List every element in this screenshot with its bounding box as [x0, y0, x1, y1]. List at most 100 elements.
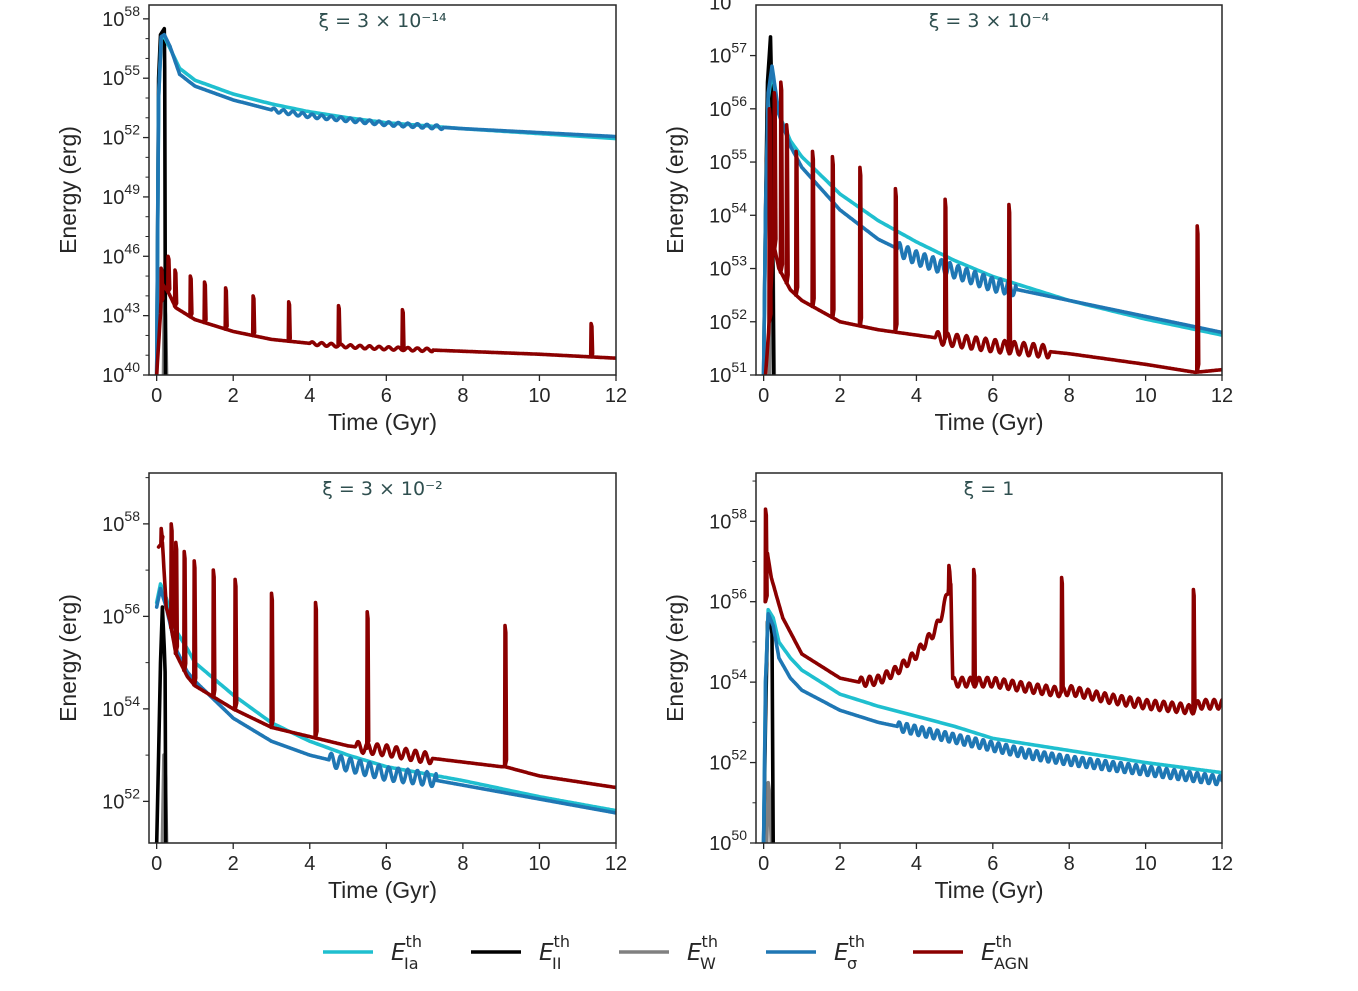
legend-label: Eth II: [539, 932, 570, 973]
legend-item-e-w: Eth W: [619, 932, 718, 973]
x-axis-label: Time (Gyr): [328, 877, 437, 903]
x-tick-label: 4: [911, 853, 922, 875]
x-tick-label: 6: [381, 853, 392, 875]
x-tick-label: 2: [228, 853, 239, 875]
series-group: [761, 35, 1222, 375]
panel-top-right: 0 2 4 6 8 10 12 1051 1052 1053 1054 1055 1056 1057 105…: [662, 0, 1233, 435]
panel-title: ξ = 1: [964, 478, 1015, 500]
x-tick-label: 6: [381, 385, 392, 407]
x-tick-label: 8: [457, 385, 468, 407]
series-line-e-agn: [763, 507, 1222, 716]
series-group: [154, 522, 616, 843]
y-tick-label: 1049: [102, 181, 140, 209]
x-tick-label: 2: [834, 385, 845, 407]
series-line-e-agn: [156, 522, 616, 790]
panel-title: ξ = 3 × 10⁻⁴: [929, 10, 1050, 32]
x-tick-label: 12: [605, 853, 627, 875]
series-group: [761, 507, 1222, 843]
series-line-e-agn: [763, 80, 1222, 375]
x-tick-label: 12: [1211, 853, 1233, 875]
x-tick-label: 10: [528, 853, 550, 875]
y-tick-label: 1046: [102, 240, 140, 268]
legend-item-e-sigma: Eth σ: [766, 932, 865, 973]
x-axis-label: Time (Gyr): [934, 409, 1043, 435]
series-line-e-sigma: [761, 612, 1222, 843]
y-axis-label: Energy (erg): [662, 594, 688, 722]
x-tick-label: 4: [304, 385, 315, 407]
legend-label: Eth σ: [834, 932, 865, 973]
legend-label: Eth Ia: [391, 932, 422, 973]
x-tick-label: 0: [151, 385, 162, 407]
y-tick-label: 1054: [709, 199, 747, 227]
x-tick-label: 10: [1134, 853, 1156, 875]
y-tick-label: 1058: [102, 508, 140, 536]
legend-item-e-ii: Eth II: [471, 932, 570, 973]
axes-frame: [755, 472, 1223, 844]
y-tick-label: 1052: [709, 747, 747, 775]
y-tick-label: 1058: [709, 0, 747, 14]
y-tick-label: 1058: [709, 505, 747, 533]
x-tick-label: 2: [834, 853, 845, 875]
y-tick-label: 1056: [709, 93, 747, 121]
y-tick-label: 1052: [102, 122, 140, 150]
y-tick-label: 1055: [709, 146, 747, 174]
y-axis-label: Energy (erg): [55, 126, 81, 254]
y-tick-label: 1050: [709, 827, 747, 855]
y-tick-label: 1053: [709, 253, 747, 281]
legend-label: Eth AGN: [981, 932, 1029, 973]
y-tick-label: 1052: [102, 785, 140, 813]
x-tick-label: 10: [528, 385, 550, 407]
legend: Eth Ia Eth II Eth W Eth σ Eth AGN: [323, 932, 1029, 973]
y-tick-label: 1052: [709, 306, 747, 334]
series-line-e-sigma: [761, 64, 1222, 375]
series-group: [154, 26, 616, 375]
x-tick-label: 10: [1134, 385, 1156, 407]
x-axis-label: Time (Gyr): [328, 409, 437, 435]
panel-top-left: 0 2 4 6 8 10 12 1040 1043 1046 1049 1052 1055 1058 Tim…: [55, 3, 627, 435]
series-line-e-w: [764, 780, 774, 843]
x-tick-label: 4: [911, 385, 922, 407]
x-tick-label: 6: [987, 385, 998, 407]
x-tick-label: 12: [1211, 385, 1233, 407]
y-tick-label: 1056: [709, 586, 747, 614]
x-tick-label: 8: [1064, 385, 1075, 407]
series-line-e-sigma: [154, 32, 616, 375]
panel-title: ξ = 3 × 10⁻¹⁴: [318, 10, 447, 32]
series-line-e-sigma: [154, 586, 616, 815]
panel-bottom-right: 0 2 4 6 8 10 12 1050 1052 1054 1056 1058 Time (Gyr) E…: [662, 472, 1233, 903]
axes-frame: [148, 4, 617, 376]
x-tick-label: 8: [457, 853, 468, 875]
x-tick-label: 6: [987, 853, 998, 875]
x-tick-label: 0: [151, 853, 162, 875]
y-tick-label: 1051: [709, 359, 747, 387]
y-axis-label: Energy (erg): [55, 594, 81, 722]
x-axis-label: Time (Gyr): [934, 877, 1043, 903]
y-tick-label: 1054: [102, 693, 140, 721]
y-tick-label: 1057: [709, 40, 747, 68]
y-tick-label: 1054: [709, 666, 747, 694]
series-line-e-ia: [761, 607, 1222, 843]
x-tick-label: 0: [758, 385, 769, 407]
x-tick-label: 8: [1064, 853, 1075, 875]
axes-frame: [755, 4, 1223, 376]
y-tick-label: 1058: [102, 3, 140, 31]
legend-item-e-agn: Eth AGN: [913, 932, 1029, 973]
panel-title: ξ = 3 × 10⁻²: [322, 478, 443, 500]
axes-frame: [148, 472, 617, 844]
x-tick-label: 2: [228, 385, 239, 407]
y-tick-label: 1056: [102, 600, 140, 628]
x-tick-label: 4: [304, 853, 315, 875]
series-line-e-ia: [761, 69, 1222, 375]
y-axis-label: Energy (erg): [662, 126, 688, 254]
legend-item-e-ia: Eth Ia: [323, 932, 422, 973]
x-tick-label: 0: [758, 853, 769, 875]
y-tick-label: 1040: [102, 359, 140, 387]
x-tick-label: 12: [605, 385, 627, 407]
series-line-e-ii: [154, 605, 168, 843]
series-line-e-agn: [154, 254, 616, 375]
panel-bottom-left: 0 2 4 6 8 10 12 1052 1054 1056 1058 Time (Gyr) Energ…: [55, 472, 627, 903]
y-tick-label: 1055: [102, 62, 140, 90]
y-tick-label: 1043: [102, 300, 140, 328]
legend-label: Eth W: [687, 932, 718, 973]
